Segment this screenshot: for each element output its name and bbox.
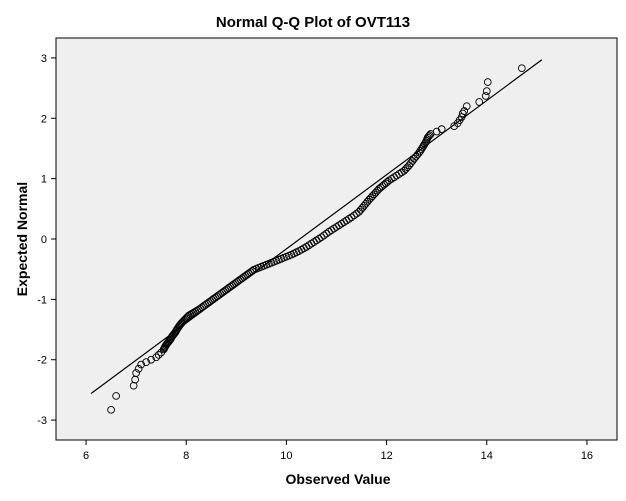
y-axis-ticks: -3 -2 -1 0 1 2 3 [37, 53, 56, 427]
data-point [432, 127, 441, 136]
data-point [462, 102, 471, 111]
plot-area [55, 37, 618, 441]
data-point [350, 211, 358, 220]
y-tick-label: -3 [37, 415, 47, 427]
data-point [132, 369, 140, 377]
data-point [142, 358, 151, 366]
y-tick-label: 3 [41, 53, 47, 65]
data-points [107, 64, 526, 414]
y-tick-label: -1 [37, 294, 47, 306]
data-point [475, 98, 484, 106]
data-point [481, 92, 490, 100]
data-point [154, 351, 163, 359]
data-point [129, 381, 138, 390]
data-point [517, 64, 526, 73]
x-tick-label: 12 [380, 450, 392, 462]
data-point [352, 209, 361, 218]
y-tick-label: 0 [41, 234, 47, 246]
data-point [107, 405, 115, 414]
data-point [112, 392, 120, 400]
data-point [437, 125, 446, 133]
data-point [413, 150, 422, 159]
y-axis-label: Expected Normal [14, 182, 30, 296]
y-tick-label: 1 [41, 174, 47, 186]
x-tick-label: 16 [581, 450, 593, 462]
x-axis-ticks: 6 8 10 12 14 16 [83, 440, 593, 462]
y-tick-label: 2 [41, 113, 47, 125]
x-tick-label: 6 [83, 450, 89, 462]
data-point [482, 87, 491, 95]
reference-line [90, 59, 543, 395]
chart-title: Normal Q-Q Plot of OVT113 [216, 14, 410, 31]
data-point [317, 233, 326, 242]
x-tick-label: 8 [183, 450, 189, 462]
reference-line-group [90, 59, 543, 395]
data-point [460, 107, 469, 115]
y-tick-label: -2 [37, 355, 47, 367]
data-point [134, 364, 143, 373]
data-point [483, 78, 492, 86]
data-point [152, 353, 161, 362]
data-point [424, 132, 433, 141]
x-tick-label: 14 [481, 450, 493, 462]
data-point [320, 231, 328, 240]
data-point [458, 109, 467, 118]
data-point [137, 360, 146, 369]
data-point [147, 355, 156, 364]
data-point [425, 131, 434, 140]
data-point [248, 267, 257, 275]
data-point [347, 213, 356, 222]
x-tick-label: 10 [280, 450, 292, 462]
x-axis-label: Observed Value [285, 471, 390, 487]
